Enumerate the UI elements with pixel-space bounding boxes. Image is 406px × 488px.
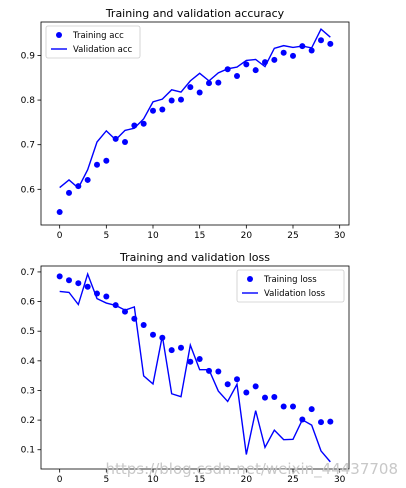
data-point	[252, 67, 259, 74]
data-point	[150, 331, 156, 338]
data-point	[168, 347, 175, 354]
data-point	[103, 157, 110, 164]
data-point	[178, 344, 184, 351]
series-line-validation-loss	[59, 271, 331, 463]
y-tick-label: 0.4	[21, 357, 36, 367]
x-tick-label: 0	[57, 475, 63, 485]
x-tick-label: 5	[103, 231, 109, 241]
y-tick-label: 0.8	[21, 96, 36, 106]
data-point	[271, 393, 278, 400]
data-point	[56, 209, 63, 216]
legend-label: Training loss	[263, 275, 317, 285]
data-point	[280, 403, 287, 410]
legend-box	[45, 25, 141, 59]
data-point	[327, 418, 334, 425]
data-point	[140, 120, 147, 127]
data-point	[168, 97, 175, 104]
legend-box	[236, 269, 345, 303]
data-point	[308, 406, 315, 413]
accuracy-chart: Training and validation accuracy 0 5 10 15 20…	[21, 7, 350, 241]
chart-title: Training and validation loss	[119, 251, 270, 264]
legend-label: Validation acc	[73, 45, 133, 55]
data-point	[206, 80, 212, 87]
x-tick-label: 10	[147, 231, 159, 241]
plot-frame	[40, 265, 350, 470]
x-tick-label: 30	[334, 475, 346, 485]
data-point	[234, 72, 240, 79]
data-point	[308, 47, 315, 54]
data-point	[66, 277, 72, 284]
data-point	[159, 106, 166, 113]
data-point	[243, 61, 250, 68]
data-point	[252, 383, 259, 390]
y-tick-label: 0.2	[21, 416, 35, 426]
x-tick-label: 0	[57, 231, 63, 241]
x-tick-label: 20	[241, 231, 253, 241]
data-point	[140, 321, 147, 328]
plot-frame	[40, 21, 350, 226]
data-point	[84, 176, 91, 183]
x-tick-label: 30	[334, 231, 346, 241]
data-point	[187, 358, 194, 365]
data-point	[327, 40, 334, 47]
y-tick-label: 0.3	[21, 386, 35, 396]
x-tick-label: 10	[147, 475, 159, 485]
watermark: https://blog.csdn.net/weixin_44437708	[105, 460, 398, 479]
y-tick-label: 0.7	[21, 268, 35, 278]
data-point	[234, 376, 240, 383]
x-tick-label: 15	[194, 475, 205, 485]
y-tick-label: 0.5	[21, 327, 35, 337]
data-point	[196, 356, 203, 363]
data-point	[290, 403, 296, 410]
data-point	[84, 283, 91, 290]
data-point	[215, 79, 222, 86]
x-tick-label: 15	[194, 231, 205, 241]
legend-marker-swatch	[247, 276, 253, 282]
legend-label: Training acc	[72, 31, 124, 41]
data-point	[66, 189, 72, 196]
data-point	[318, 37, 324, 44]
loss-chart: Training and validation loss 0 5 10 15 20 25 30…	[21, 251, 350, 485]
y-tick-label: 0.9	[21, 51, 36, 61]
data-point	[271, 56, 278, 63]
data-point	[262, 394, 268, 401]
x-tick-label: 25	[287, 475, 298, 485]
legend-label: Validation loss	[264, 289, 326, 299]
data-point	[280, 49, 287, 56]
data-point	[178, 96, 184, 103]
data-point	[318, 419, 324, 426]
x-tick-label: 20	[241, 475, 253, 485]
data-point	[224, 381, 231, 388]
y-tick-label: 0.7	[21, 141, 35, 151]
data-point	[56, 273, 63, 280]
x-tick-label: 5	[103, 475, 109, 485]
y-tick-label: 0.6	[21, 185, 36, 195]
data-point	[103, 293, 110, 300]
data-point	[122, 139, 128, 146]
chart-title: Training and validation accuracy	[105, 7, 285, 20]
series-line-validation-acc	[59, 28, 331, 190]
data-point	[243, 389, 250, 396]
x-tick-label: 25	[287, 231, 298, 241]
data-point	[196, 89, 203, 96]
y-tick-label: 0.6	[21, 298, 36, 308]
legend-marker-swatch	[56, 32, 62, 38]
data-point	[150, 107, 156, 114]
data-point	[187, 84, 194, 91]
y-tick-label: 0.1	[21, 446, 35, 456]
data-point	[94, 161, 100, 168]
data-point	[290, 52, 296, 59]
data-point	[215, 368, 222, 375]
data-point	[75, 280, 82, 287]
